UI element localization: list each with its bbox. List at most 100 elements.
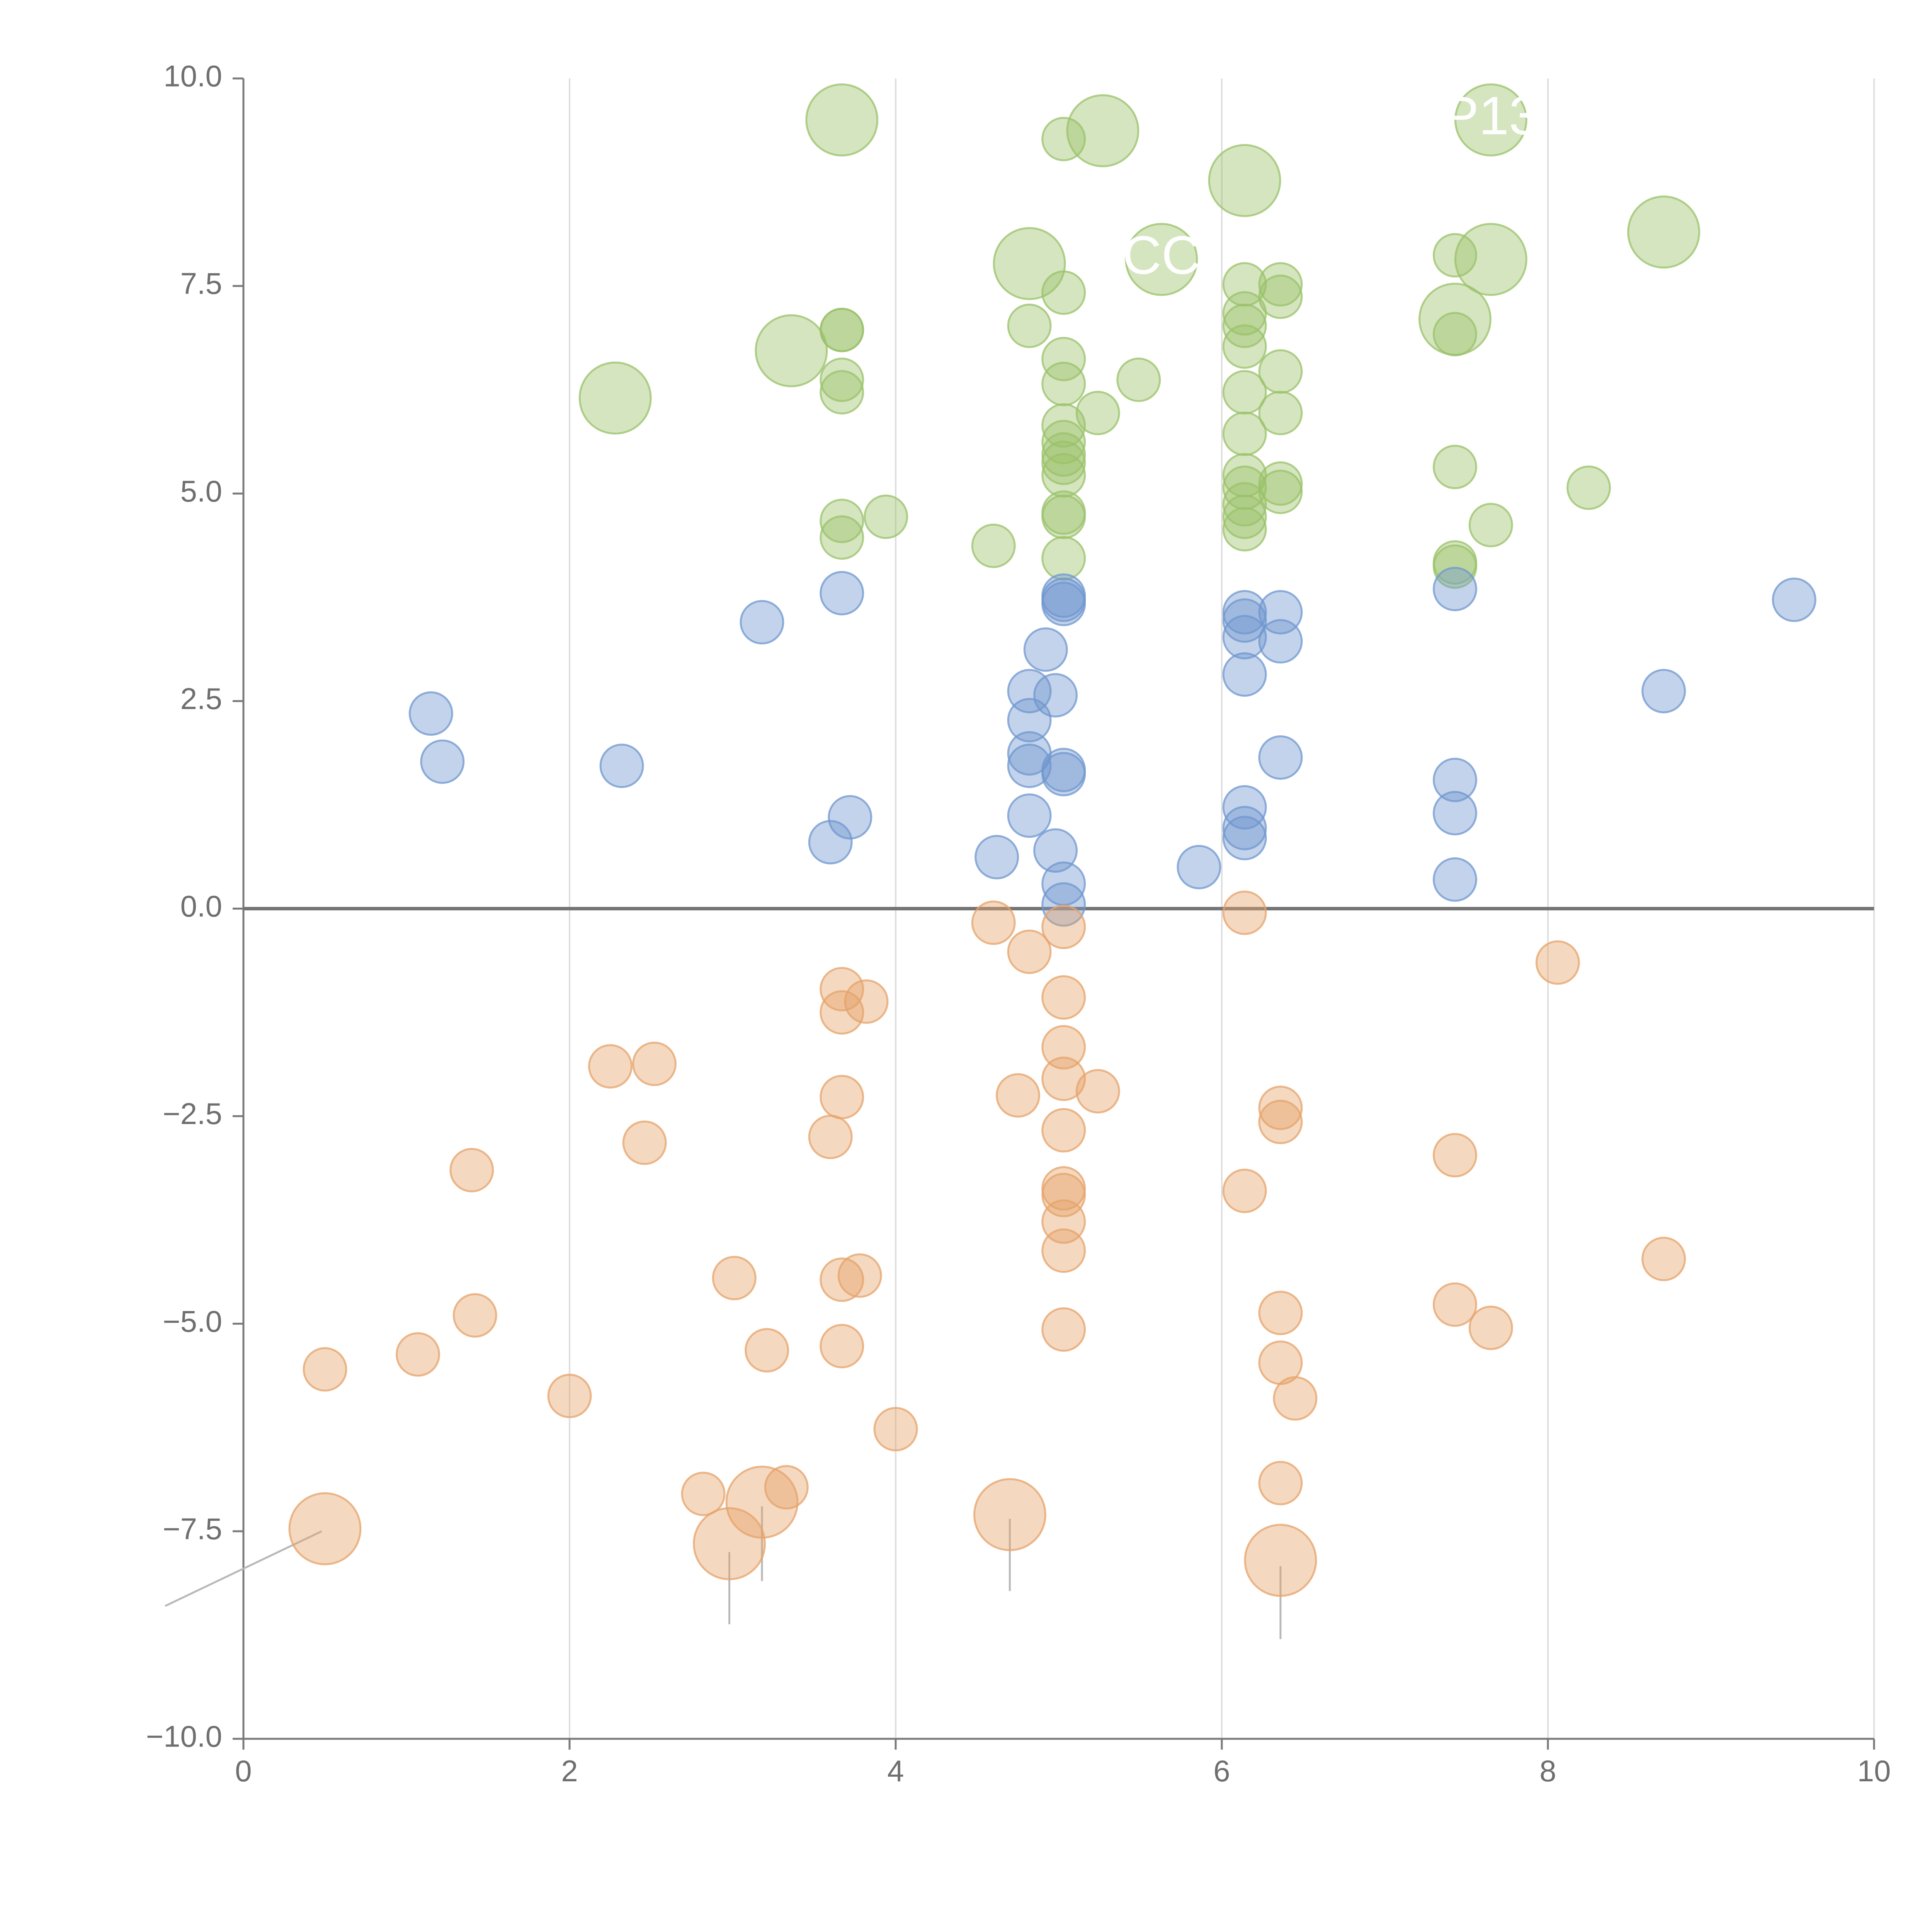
point-green-32 — [1222, 370, 1267, 415]
point-blue-29 — [828, 795, 872, 840]
point-green-22 — [1222, 324, 1267, 369]
point-blue-12 — [1023, 627, 1068, 672]
point-green-43 — [1258, 469, 1303, 514]
point-orange-45 — [1258, 1461, 1303, 1505]
leader-line-5 — [789, 115, 842, 121]
point-blue-0 — [820, 571, 864, 616]
point-orange-18 — [1041, 1108, 1086, 1153]
point-blue-37 — [1432, 857, 1477, 902]
point-blue-17 — [408, 691, 453, 736]
point-orange-36 — [1468, 1305, 1513, 1350]
point-green-15 — [1222, 291, 1267, 336]
point-orange-34 — [452, 1293, 497, 1338]
point-orange-30 — [820, 1257, 864, 1302]
point-orange-28 — [1641, 1236, 1686, 1281]
point-green-30 — [1075, 391, 1120, 435]
point-blue-28 — [1432, 791, 1477, 835]
point-green-2 — [1041, 117, 1086, 162]
point-blue-30 — [1007, 793, 1052, 838]
point-green-0 — [805, 83, 879, 156]
point-green-26 — [820, 370, 864, 415]
point-green-7 — [1125, 223, 1198, 296]
point-green-24 — [578, 361, 652, 435]
point-green-37 — [1041, 440, 1086, 485]
point-orange-50 — [288, 1492, 362, 1565]
point-green-23 — [1041, 337, 1086, 381]
point-blue-11 — [1258, 619, 1303, 664]
point-orange-11 — [632, 1041, 677, 1086]
point-blue-25 — [1041, 752, 1086, 796]
leader-line-8 — [1663, 223, 1695, 233]
point-orange-43 — [1273, 1376, 1318, 1421]
point-orange-6 — [844, 979, 889, 1024]
point-green-45 — [1222, 482, 1267, 527]
point-orange-19 — [808, 1114, 853, 1159]
point-green-18 — [1007, 303, 1052, 348]
point-blue-13 — [1222, 652, 1267, 697]
point-blue-7 — [1222, 598, 1267, 643]
point-green-1 — [1066, 94, 1139, 167]
point-orange-29 — [712, 1256, 757, 1301]
point-orange-33 — [1258, 1291, 1303, 1335]
point-orange-5 — [820, 967, 864, 1012]
point-orange-9 — [1041, 1025, 1086, 1070]
point-orange-31 — [837, 1253, 882, 1298]
point-green-52 — [1222, 507, 1267, 552]
leader-line-9 — [1020, 263, 1031, 295]
point-orange-35 — [1041, 1307, 1086, 1352]
x-tick-label-0: 0 — [235, 1754, 252, 1788]
point-green-48 — [1222, 494, 1267, 539]
point-green-57 — [1432, 544, 1477, 589]
point-orange-21 — [1432, 1133, 1477, 1178]
point-blue-14 — [1641, 669, 1686, 714]
point-orange-23 — [1222, 1168, 1267, 1213]
point-green-47 — [1041, 494, 1086, 539]
point-blue-35 — [975, 835, 1019, 879]
point-green-49 — [820, 498, 864, 543]
y-tick-label-2: 5.0 — [180, 474, 222, 508]
point-orange-4 — [1535, 940, 1580, 985]
point-blue-39 — [1041, 882, 1086, 927]
point-orange-44 — [873, 1407, 918, 1452]
point-green-25 — [820, 357, 864, 402]
point-green-4 — [1208, 144, 1281, 217]
point-orange-51 — [693, 1507, 766, 1580]
point-orange-8 — [820, 990, 864, 1035]
point-green-19 — [755, 314, 828, 388]
point-blue-4 — [1041, 582, 1086, 626]
point-orange-16 — [1258, 1085, 1303, 1130]
leader-line-10 — [1477, 244, 1492, 260]
point-blue-18 — [1007, 698, 1052, 743]
point-orange-12 — [1041, 1056, 1086, 1101]
y-tick-label-1: 7.5 — [180, 267, 222, 301]
point-green-6 — [993, 227, 1066, 300]
point-green-5 — [1627, 195, 1701, 269]
point-blue-20 — [1258, 735, 1303, 780]
point-green-40 — [1041, 453, 1086, 498]
point-orange-47 — [681, 1471, 726, 1516]
point-blue-33 — [808, 820, 853, 865]
point-orange-3 — [1007, 929, 1052, 974]
point-green-27 — [1041, 362, 1086, 406]
point-green-29 — [1258, 349, 1303, 394]
leader-line-6 — [1063, 124, 1103, 132]
point-blue-22 — [599, 743, 644, 788]
point-label-1: P13 — [1443, 85, 1539, 146]
point-blue-34 — [1033, 828, 1078, 873]
point-green-31 — [1258, 391, 1303, 435]
point-orange-15 — [820, 1075, 864, 1119]
x-tick-label-3: 6 — [1213, 1754, 1230, 1788]
point-orange-20 — [622, 1120, 667, 1165]
point-orange-37 — [820, 1324, 864, 1369]
point-blue-10 — [1222, 615, 1267, 660]
point-green-51 — [1468, 503, 1513, 548]
point-blue-23 — [1007, 743, 1052, 788]
x-tick-label-4: 8 — [1539, 1754, 1556, 1788]
x-tick-label-1: 2 — [561, 1754, 578, 1788]
point-green-21 — [1432, 312, 1477, 357]
point-green-13 — [1041, 270, 1086, 315]
point-blue-36 — [1177, 845, 1221, 889]
point-green-3 — [1454, 83, 1527, 156]
